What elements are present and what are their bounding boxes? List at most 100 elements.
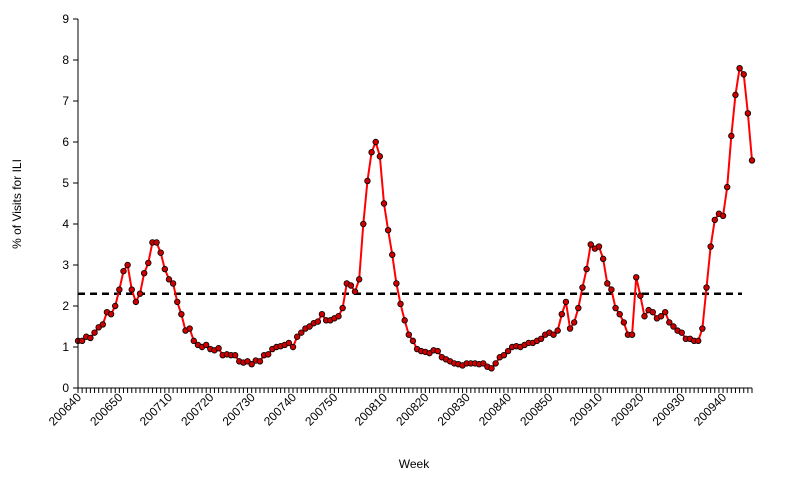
data-point [434, 347, 441, 355]
data-point [107, 311, 115, 318]
data-point [380, 200, 388, 207]
data-point [550, 331, 557, 338]
data-point [641, 313, 648, 320]
data-point [736, 64, 743, 72]
data-point [740, 71, 747, 78]
data-point [178, 311, 185, 318]
data-point [318, 311, 326, 318]
y-tick-label: 3 [62, 258, 69, 272]
data-point [355, 276, 363, 283]
data-point [628, 331, 636, 338]
data-point [335, 313, 342, 320]
data-point [661, 308, 669, 316]
x-axis-title: Week [399, 457, 430, 471]
data-point [136, 290, 144, 297]
y-axis-title: % of Visits for ILI [10, 159, 24, 249]
data-point [314, 318, 322, 325]
y-tick-label: 7 [62, 94, 69, 108]
data-point [699, 325, 706, 332]
data-point [285, 339, 293, 347]
series-layer [74, 64, 756, 372]
data-point [128, 286, 135, 293]
data-point [480, 360, 487, 367]
x-axis: 200640 200650 200710 200720 200730 200740 2007… [46, 387, 753, 428]
data-point [504, 347, 512, 355]
data-point [112, 302, 119, 310]
data-point [670, 323, 677, 330]
data-point [587, 241, 594, 248]
data-point [678, 329, 685, 336]
data-point [389, 251, 396, 258]
data-point [571, 319, 578, 326]
data-point [604, 280, 611, 287]
data-point [174, 298, 181, 306]
data-point [637, 292, 644, 299]
data-point [633, 274, 640, 281]
data-point [91, 329, 98, 336]
x-tick-label: 200820 [393, 390, 431, 428]
y-tick-label: 8 [62, 53, 69, 67]
y-tick-label: 2 [62, 299, 69, 313]
data-point [409, 337, 417, 345]
data-point [384, 226, 392, 234]
data-point [703, 284, 710, 291]
data-point [376, 153, 384, 160]
x-tick-label: 200940 [691, 390, 729, 428]
x-tick-label: 200830 [435, 390, 473, 428]
data-point [500, 352, 508, 359]
x-tick-label: 200710 [137, 390, 175, 428]
data-point [616, 311, 623, 318]
data-point [351, 288, 359, 295]
data-point [595, 243, 603, 250]
x-tick-label: 200720 [178, 390, 216, 428]
data-point [157, 249, 164, 256]
data-point [265, 351, 272, 358]
y-tick-label: 0 [62, 381, 69, 395]
data-point [190, 337, 197, 345]
data-point [99, 321, 107, 328]
data-point [124, 261, 131, 269]
data-point [215, 345, 222, 352]
data-point [666, 319, 673, 326]
data-point [145, 259, 152, 267]
x-tick-label: 200750 [302, 390, 340, 428]
series-line [78, 65, 753, 370]
data-point [78, 337, 86, 345]
data-point [488, 365, 495, 372]
data-point [728, 132, 735, 140]
data-point [744, 110, 752, 117]
data-point [364, 177, 371, 185]
data-point [558, 311, 565, 318]
y-tick-label: 6 [62, 135, 69, 149]
data-point [256, 358, 264, 365]
data-point [579, 284, 586, 291]
data-point [537, 335, 545, 342]
data-point [140, 270, 148, 277]
data-point [695, 337, 702, 345]
data-point [492, 360, 499, 367]
data-point [748, 157, 756, 164]
y-tick-label: 9 [62, 12, 69, 26]
y-tick-label: 1 [62, 340, 69, 354]
data-point [649, 308, 656, 316]
x-tick-label: 200930 [650, 390, 688, 428]
data-point [554, 327, 561, 334]
data-point [599, 255, 607, 263]
data-point [202, 341, 210, 349]
data-point [372, 138, 379, 146]
data-point [298, 329, 305, 336]
y-tick-label: 5 [62, 176, 69, 190]
data-point [306, 323, 313, 330]
data-point [87, 334, 94, 342]
x-tick-label: 200810 [352, 390, 390, 428]
data-point [339, 304, 346, 312]
x-tick-label: 200850 [517, 390, 555, 428]
data-point [711, 216, 718, 224]
data-point [397, 300, 404, 308]
data-point [732, 91, 739, 99]
data-point [393, 280, 400, 287]
data-point [289, 343, 297, 351]
x-tick-label: 200730 [220, 390, 258, 428]
data-point [153, 239, 160, 246]
